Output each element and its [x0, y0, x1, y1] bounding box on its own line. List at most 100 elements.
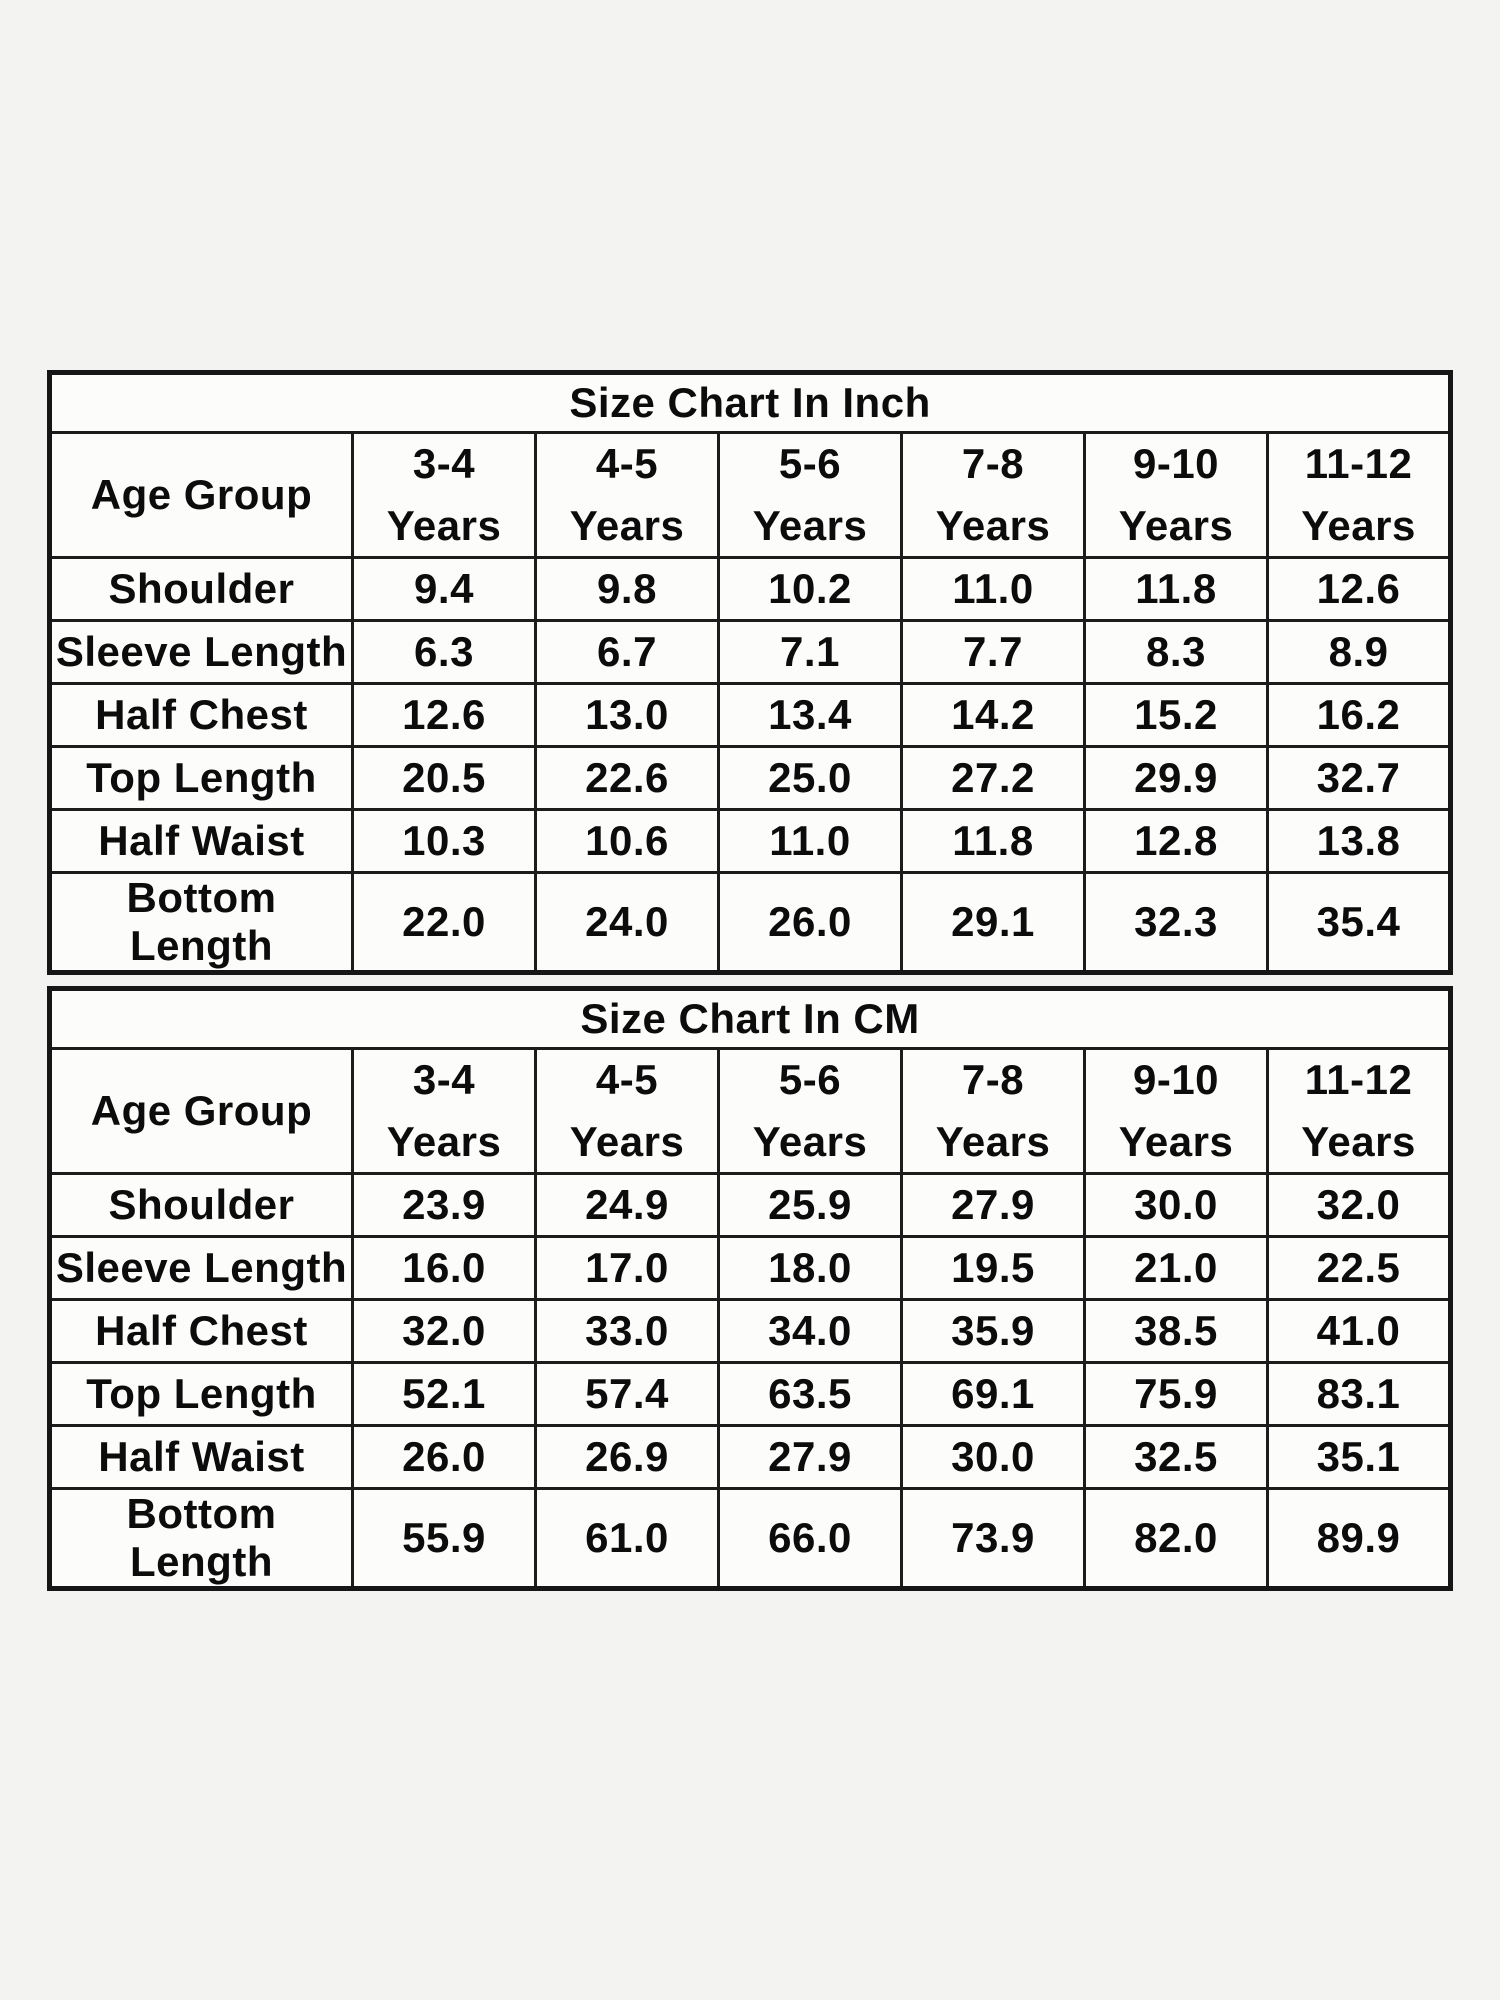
corner-header: Age Group [48, 1047, 354, 1175]
age-unit: Years [1301, 502, 1416, 549]
cell: 35.9 [900, 1298, 1086, 1364]
cell: 12.6 [1265, 556, 1453, 622]
cell: 25.0 [717, 745, 903, 811]
cell: 29.1 [900, 871, 1086, 974]
table-row: Shoulder 9.4 9.8 10.2 11.0 11.8 12.6 [48, 556, 1453, 622]
table-row: Bottom Length 22.0 24.0 26.0 29.1 32.3 3… [48, 871, 1453, 974]
cell: 73.9 [900, 1487, 1086, 1590]
corner-header: Age Group [48, 431, 354, 559]
cell: 24.9 [534, 1172, 720, 1238]
cell: 9.4 [351, 556, 537, 622]
age-unit: Years [752, 502, 868, 549]
table-title-row: Size Chart In CM [47, 987, 1453, 1050]
row-label: Shoulder [48, 1172, 354, 1238]
cell: 22.6 [534, 745, 720, 811]
age-unit: Years [569, 1118, 685, 1165]
cell: 12.8 [1083, 808, 1269, 874]
age-range: 4-5 [595, 1056, 659, 1103]
row-label: Half Waist [48, 808, 354, 874]
age-unit: Years [1118, 1118, 1234, 1165]
cell: 66.0 [717, 1487, 903, 1590]
cell: 11.8 [900, 808, 1086, 874]
table-row: Half Chest 32.0 33.0 34.0 35.9 38.5 41.0 [48, 1298, 1453, 1364]
table-row: Sleeve Length 16.0 17.0 18.0 19.5 21.0 2… [48, 1235, 1453, 1301]
cell: 63.5 [717, 1361, 903, 1427]
cell: 10.2 [717, 556, 903, 622]
cell: 23.9 [351, 1172, 537, 1238]
col-header: 9-10 Years [1083, 1047, 1269, 1175]
row-label: Bottom Length [48, 871, 354, 974]
table-row: Sleeve Length 6.3 6.7 7.1 7.7 8.3 8.9 [48, 619, 1453, 685]
cell: 13.8 [1265, 808, 1453, 874]
cell: 13.4 [717, 682, 903, 748]
row-label: Top Length [48, 745, 354, 811]
cell: 83.1 [1265, 1361, 1453, 1427]
col-header: 7-8 Years [900, 431, 1086, 559]
cell: 7.7 [900, 619, 1086, 685]
table-row: Half Waist 26.0 26.9 27.9 30.0 32.5 35.1 [48, 1424, 1453, 1490]
cell: 29.9 [1083, 745, 1269, 811]
table-row: Shoulder 23.9 24.9 25.9 27.9 30.0 32.0 [48, 1172, 1453, 1238]
cell: 27.9 [900, 1172, 1086, 1238]
cell: 8.3 [1083, 619, 1269, 685]
cell: 30.0 [1083, 1172, 1269, 1238]
col-header: 11-12 Years [1265, 1047, 1453, 1175]
col-header: 11-12 Years [1265, 431, 1453, 559]
row-label: Shoulder [48, 556, 354, 622]
table-row: Bottom Length 55.9 61.0 66.0 73.9 82.0 8… [48, 1487, 1453, 1590]
age-unit: Years [386, 502, 502, 549]
age-range: 7-8 [961, 440, 1025, 487]
table-row: Top Length 52.1 57.4 63.5 69.1 75.9 83.1 [48, 1361, 1453, 1427]
cell: 12.6 [351, 682, 537, 748]
age-range: 5-6 [778, 440, 842, 487]
age-range: 3-4 [412, 1056, 476, 1103]
age-unit: Years [1118, 502, 1234, 549]
cell: 32.0 [351, 1298, 537, 1364]
col-header: 9-10 Years [1083, 431, 1269, 559]
age-range: 3-4 [412, 440, 476, 487]
cell: 11.8 [1083, 556, 1269, 622]
cell: 10.3 [351, 808, 537, 874]
cell: 26.0 [717, 871, 903, 974]
cell: 7.1 [717, 619, 903, 685]
row-label: Half Chest [48, 1298, 354, 1364]
cell: 38.5 [1083, 1298, 1269, 1364]
cell: 55.9 [351, 1487, 537, 1590]
cell: 27.2 [900, 745, 1086, 811]
cell: 57.4 [534, 1361, 720, 1427]
cell: 32.0 [1265, 1172, 1453, 1238]
col-header: 7-8 Years [900, 1047, 1086, 1175]
age-range: 11-12 [1304, 1056, 1413, 1103]
age-range: 9-10 [1132, 1056, 1220, 1103]
table-title-row: Size Chart In Inch [47, 371, 1453, 434]
cell: 32.7 [1265, 745, 1453, 811]
cell: 32.3 [1083, 871, 1269, 974]
cell: 16.2 [1265, 682, 1453, 748]
cell: 20.5 [351, 745, 537, 811]
cell: 11.0 [717, 808, 903, 874]
cell: 13.0 [534, 682, 720, 748]
row-label: Half Chest [48, 682, 354, 748]
cell: 22.0 [351, 871, 537, 974]
col-header: 5-6 Years [717, 1047, 903, 1175]
cell: 24.0 [534, 871, 720, 974]
col-header: 3-4 Years [351, 1047, 537, 1175]
cell: 89.9 [1265, 1487, 1453, 1590]
cell: 82.0 [1083, 1487, 1269, 1590]
table-row: Half Waist 10.3 10.6 11.0 11.8 12.8 13.8 [48, 808, 1453, 874]
cell: 21.0 [1083, 1235, 1269, 1301]
cell: 16.0 [351, 1235, 537, 1301]
age-unit: Years [935, 1118, 1051, 1165]
age-unit: Years [1301, 1118, 1416, 1165]
table-title: Size Chart In Inch [47, 371, 1453, 434]
cell: 6.7 [534, 619, 720, 685]
cell: 19.5 [900, 1235, 1086, 1301]
cell: 30.0 [900, 1424, 1086, 1490]
age-unit: Years [935, 502, 1051, 549]
size-chart-inch-table: Size Chart In Inch Age Group 3-4 Years 4… [47, 370, 1454, 975]
row-label: Sleeve Length [48, 1235, 354, 1301]
cell: 27.9 [717, 1424, 903, 1490]
table-title: Size Chart In CM [47, 987, 1453, 1050]
cell: 35.4 [1265, 871, 1453, 974]
